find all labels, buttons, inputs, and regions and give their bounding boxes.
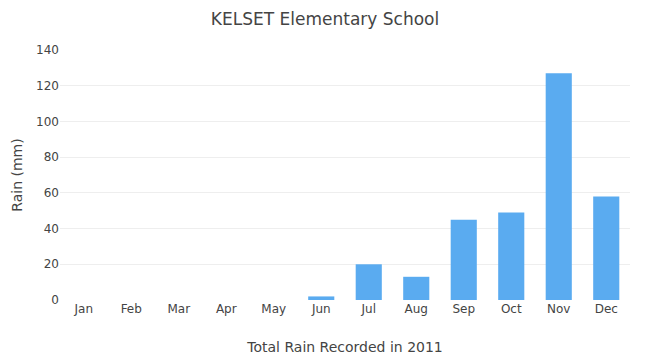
svg-text:0: 0 <box>51 293 59 307</box>
svg-text:Total Rain Recorded in 2011: Total Rain Recorded in 2011 <box>246 339 443 355</box>
svg-text:Rain (mm): Rain (mm) <box>9 138 25 211</box>
svg-text:Feb: Feb <box>121 302 142 316</box>
svg-text:60: 60 <box>44 186 59 200</box>
svg-text:Nov: Nov <box>547 302 570 316</box>
svg-text:80: 80 <box>44 150 59 164</box>
svg-text:Jun: Jun <box>311 302 331 316</box>
svg-text:100: 100 <box>36 115 59 129</box>
svg-text:Dec: Dec <box>595 302 618 316</box>
svg-text:Oct: Oct <box>501 302 522 316</box>
svg-text:Apr: Apr <box>216 302 237 316</box>
svg-text:KELSET Elementary School: KELSET Elementary School <box>211 9 439 29</box>
svg-text:Jul: Jul <box>361 302 376 316</box>
svg-text:Sep: Sep <box>452 302 475 316</box>
svg-text:40: 40 <box>44 222 59 236</box>
svg-text:Mar: Mar <box>167 302 190 316</box>
svg-text:May: May <box>261 302 286 316</box>
svg-text:Jan: Jan <box>74 302 94 316</box>
svg-text:20: 20 <box>44 257 59 271</box>
svg-text:140: 140 <box>36 43 59 57</box>
svg-text:120: 120 <box>36 79 59 93</box>
svg-text:Aug: Aug <box>405 302 428 316</box>
